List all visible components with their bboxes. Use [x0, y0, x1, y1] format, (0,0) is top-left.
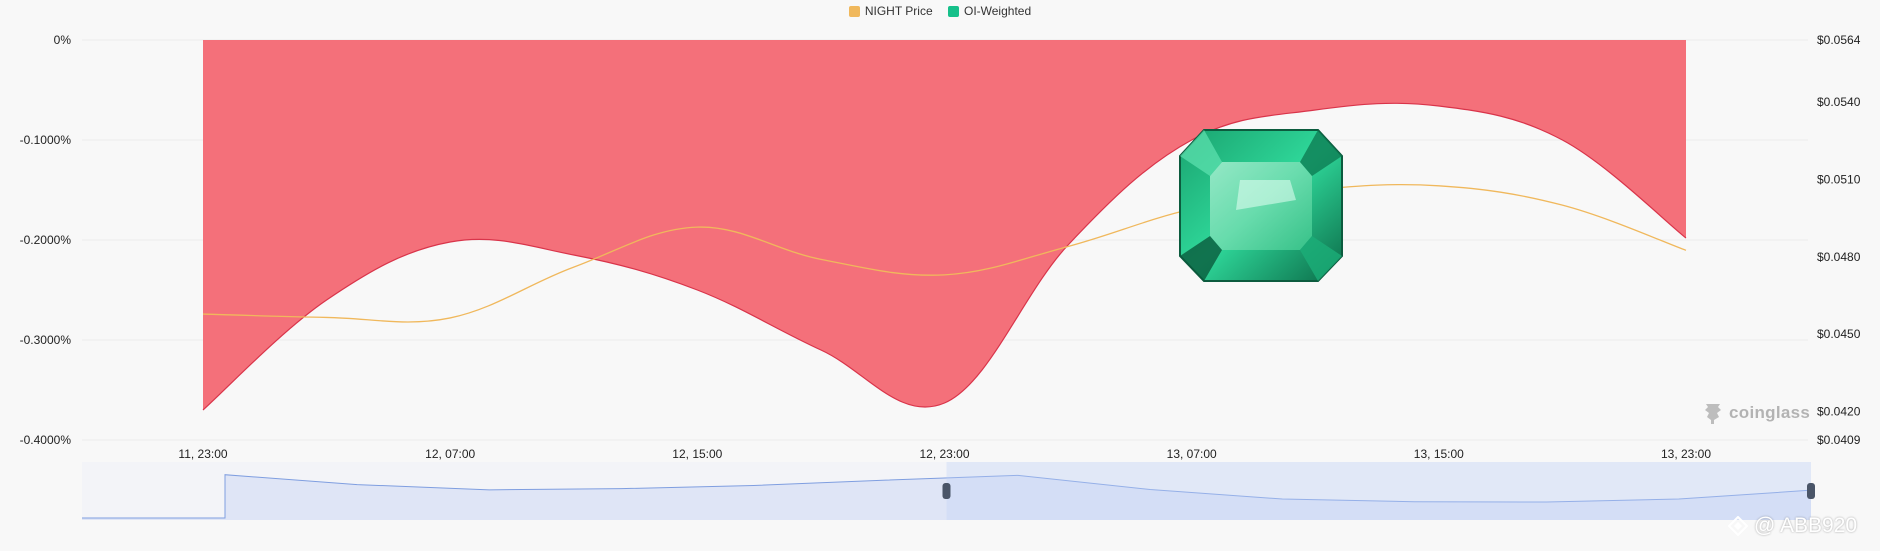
oi-swatch-icon	[947, 5, 959, 17]
y-left-tick-label: -0.1000%	[20, 133, 72, 147]
watermark: @ ABB920	[1728, 514, 1857, 538]
y-right-tick-label: $0.0450	[1817, 327, 1861, 341]
zoom-selection	[946, 462, 1811, 520]
oi-weighted-area-layer	[202, 40, 1687, 411]
oi-weighted-line	[202, 102, 1687, 411]
price-line-layer	[202, 183, 1687, 323]
emerald-gem-icon	[1179, 129, 1343, 282]
y-axis-left: 0% -0.1000% -0.2000% -0.3000% -0.4000%	[20, 33, 72, 447]
x-tick-label: 11, 23:00	[178, 447, 227, 461]
legend-price-label: NIGHT Price	[864, 4, 933, 18]
y-right-tick-label: $0.0480	[1817, 250, 1861, 264]
x-axis: 11, 23:00 12, 07:00 12, 15:00 12, 23:00 13, …	[178, 447, 1711, 461]
x-tick-label: 12, 07:00	[425, 447, 475, 461]
legend-item-price[interactable]: NIGHT Price	[848, 4, 933, 18]
legend: NIGHT Price OI-Weighted	[0, 4, 1880, 20]
zoom-handle-right[interactable]	[1807, 483, 1815, 499]
y-right-tick-label: $0.0564	[1817, 33, 1861, 47]
x-tick-label: 13, 15:00	[1414, 447, 1464, 461]
x-tick-label: 12, 15:00	[672, 447, 722, 461]
legend-oi-label: OI-Weighted	[963, 4, 1032, 18]
y-left-tick-label: -0.3000%	[20, 333, 72, 347]
y-right-tick-label: $0.0409	[1817, 433, 1861, 447]
y-left-tick-label: -0.4000%	[20, 433, 72, 447]
coinglass-brand: coinglass	[1702, 401, 1810, 425]
y-left-tick-label: -0.2000%	[20, 233, 72, 247]
zoom-slider[interactable]	[82, 462, 1815, 520]
brand-name: coinglass	[1729, 403, 1811, 422]
legend-item-oi-weighted[interactable]: OI-Weighted	[947, 4, 1032, 18]
watermark-text: @ ABB920	[1754, 514, 1858, 537]
y-right-tick-label: $0.0540	[1817, 95, 1861, 109]
y-right-tick-label: $0.0510	[1817, 172, 1861, 186]
y-left-tick-label: 0%	[54, 33, 72, 47]
price-line	[202, 183, 1687, 323]
oi-weighted-area	[203, 40, 1686, 410]
zoom-overview-line	[82, 474, 1812, 519]
coinglass-logo-icon	[1705, 404, 1721, 424]
x-tick-label: 13, 07:00	[1167, 447, 1217, 461]
y-right-tick-label: $0.0420	[1817, 405, 1861, 419]
price-swatch-icon	[848, 5, 860, 17]
x-tick-label: 12, 23:00	[919, 447, 969, 461]
y-axis-right: $0.0564 $0.0540 $0.0510 $0.0480 $0.0450 $0.04…	[1817, 33, 1861, 447]
binance-square-icon	[1728, 516, 1748, 536]
x-tick-label: 13, 23:00	[1661, 447, 1711, 461]
zoom-handle-left[interactable]	[942, 483, 951, 499]
